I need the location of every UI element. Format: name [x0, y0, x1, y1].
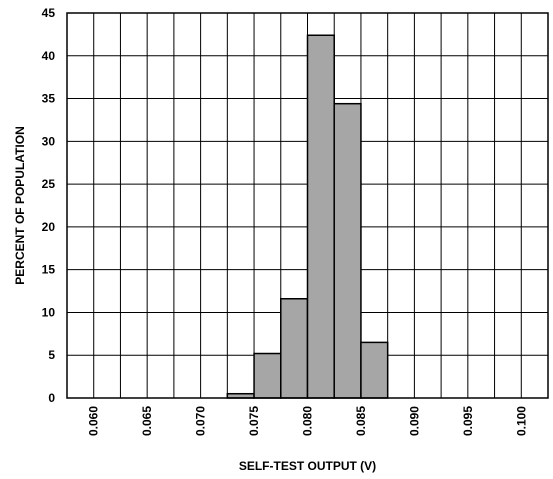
x-tick-label: 0.095 — [461, 406, 475, 436]
y-tick-label: 15 — [42, 263, 56, 277]
y-tick-label: 30 — [42, 134, 56, 148]
x-tick-label: 0.075 — [247, 406, 261, 436]
x-tick-label: 0.070 — [194, 406, 208, 436]
x-tick-label: 0.090 — [407, 406, 421, 436]
x-tick-label: 0.100 — [514, 406, 528, 436]
histogram-bar — [333, 102, 362, 399]
histogram-bar — [306, 34, 335, 399]
y-tick-label: 0 — [48, 391, 55, 405]
y-tick-labels: 0 5 10 15 20 25 30 35 40 45 — [42, 6, 56, 405]
y-tick-label: 45 — [42, 6, 56, 20]
x-tick-label: 0.085 — [354, 406, 368, 436]
y-tick-label: 40 — [42, 49, 56, 63]
x-tick-labels: 0.060 0.065 0.070 0.075 0.080 0.085 0.090 0.095… — [87, 406, 529, 436]
y-tick-label: 10 — [42, 305, 56, 319]
x-axis-title: SELF-TEST OUTPUT (V) — [239, 459, 376, 473]
y-tick-label: 35 — [42, 92, 56, 106]
histogram-bar — [253, 352, 282, 399]
y-tick-label: 5 — [48, 348, 55, 362]
x-tick-label: 0.080 — [301, 406, 315, 436]
x-tick-label: 0.065 — [140, 406, 154, 436]
bars — [226, 34, 389, 399]
y-axis-title: PERCENT OF POPULATION — [13, 126, 27, 284]
y-tick-label: 20 — [42, 220, 56, 234]
histogram-bar — [360, 341, 389, 399]
plot-frame — [66, 12, 549, 399]
y-tick-label: 25 — [42, 177, 56, 191]
x-tick-label: 0.060 — [87, 406, 101, 436]
histogram-bar — [280, 298, 309, 399]
